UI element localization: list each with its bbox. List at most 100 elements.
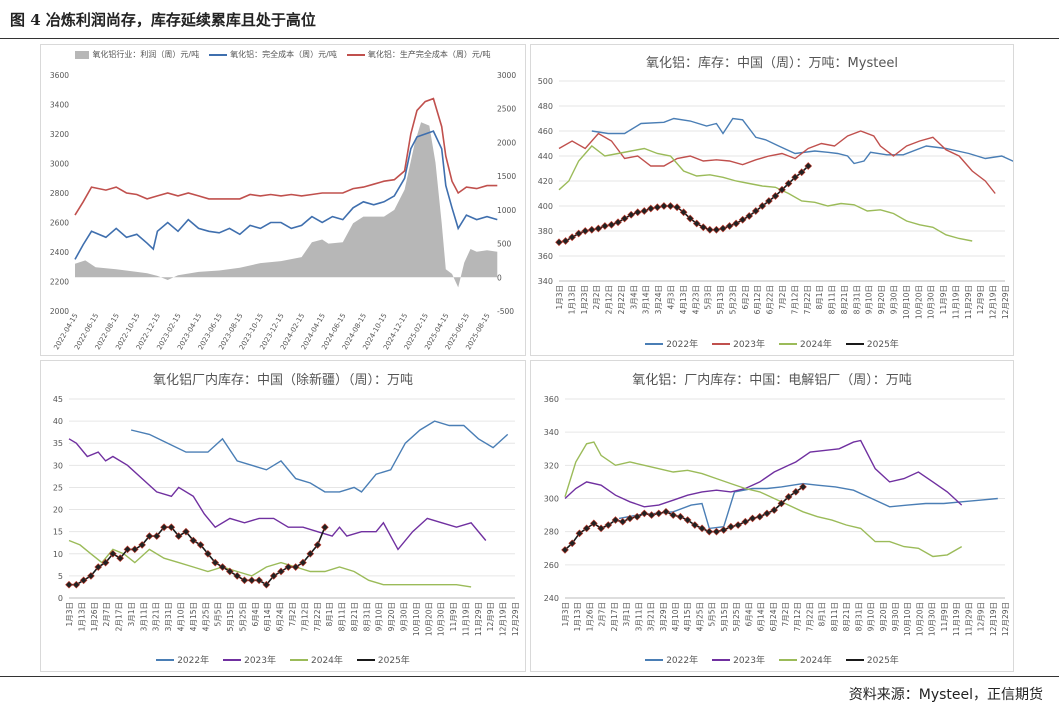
- x-tick-label: 11月9日: [449, 602, 458, 631]
- x-tick-label: 4月15日: [683, 602, 692, 631]
- x-tick-label: 1月26日: [90, 602, 99, 631]
- data-point: [691, 521, 699, 529]
- data-point: [653, 203, 662, 212]
- data-point: [123, 545, 132, 554]
- data-point: [748, 514, 757, 523]
- y-tick-label: 360: [538, 252, 553, 261]
- series-line: [564, 441, 963, 558]
- x-tick-label: 11月29日: [964, 285, 973, 319]
- y-tick-label: 500: [538, 77, 553, 86]
- legend-label: 2025年: [866, 340, 899, 350]
- x-tick-label: 9月10日: [375, 602, 384, 631]
- x-tick-label: 11月19日: [952, 602, 961, 636]
- legend-swatch: [779, 658, 797, 661]
- data-point: [784, 179, 793, 188]
- data-point: [189, 536, 198, 545]
- legend-label: 2022年: [177, 656, 210, 666]
- y-tick-label: 30: [53, 461, 63, 470]
- x-tick-label: 9月30日: [891, 602, 900, 631]
- x-tick-label: 6月22日: [766, 285, 775, 314]
- x-tick-label: 10月30日: [437, 602, 446, 636]
- legend-item-profit: 氧化铝行业：利润（周）元/吨: [75, 49, 199, 60]
- x-tick-label: 7月2日: [781, 602, 790, 627]
- x-tick-label: 7月2日: [778, 285, 787, 310]
- x-tick-label: 12月9日: [976, 285, 985, 314]
- source-note: 资料来源：Mysteel，正信期货: [848, 687, 1043, 703]
- x-tick-label: 6月12日: [753, 285, 762, 314]
- data-point: [574, 229, 583, 238]
- x-tick-label: 9月30日: [400, 602, 409, 631]
- legend-item-2025: 2025年: [845, 653, 899, 666]
- data-point: [291, 563, 300, 571]
- series-line: [564, 486, 804, 551]
- x-tick-label: 5月3日: [704, 285, 713, 310]
- x-tick-label: 8月1日: [325, 602, 334, 627]
- series-line: [74, 97, 498, 216]
- plant-inventory-ex-xinjiang-svg: 0 5 10 15 20 25 30 35 40 45 1月3日 1月13日 1月26日 2月7日 2月17…: [53, 395, 520, 636]
- data-point: [732, 219, 740, 228]
- data-point: [568, 233, 576, 242]
- plant1-legend: 2022年 2023年 2024年 2025年: [41, 653, 525, 666]
- legend-swatch: [356, 658, 375, 661]
- x-tick-label: 12月29日: [1001, 285, 1010, 319]
- data-point: [647, 204, 655, 213]
- x-tick-label: 10月20日: [914, 285, 923, 319]
- legend-swatch: [346, 53, 365, 56]
- data-point: [145, 532, 154, 540]
- y-left-tick-label: 2000: [50, 307, 69, 316]
- x-tick-label: 6月24日: [276, 602, 285, 631]
- x-tick-label: 11月19日: [951, 285, 960, 319]
- data-point: [299, 558, 307, 567]
- x-tick-label: 1月13日: [77, 602, 86, 631]
- data-point: [627, 210, 635, 219]
- x-tick-label: 5月15日: [226, 602, 235, 631]
- y-left-tick-label: 3000: [50, 160, 69, 169]
- data-point: [792, 488, 800, 496]
- y-tick-label: 340: [544, 428, 559, 437]
- x-tick-label: 8月21日: [842, 602, 851, 631]
- data-point: [758, 202, 767, 210]
- legend-label: 氧化铝：完全成本（周）元/吨: [230, 50, 337, 59]
- legend-swatch: [845, 342, 864, 345]
- data-point: [633, 512, 641, 521]
- y-tick-label: 0: [58, 594, 63, 603]
- x-tick-label: 11月19日: [461, 602, 470, 636]
- data-point: [804, 162, 813, 170]
- x-tick-label: 12月19日: [989, 285, 998, 319]
- x-tick-label: 9月10日: [865, 285, 874, 314]
- y-left-tick-label: 3200: [50, 130, 69, 139]
- data-point: [226, 567, 234, 576]
- data-point: [582, 524, 591, 533]
- data-point: [94, 563, 103, 571]
- x-tick-label: 7月22日: [313, 602, 322, 631]
- legend-item-2022: 2022年: [156, 653, 209, 666]
- data-point: [262, 580, 271, 589]
- data-point: [734, 521, 742, 529]
- x-tick-label: 3月11日: [634, 602, 643, 631]
- data-point: [130, 545, 139, 554]
- legend-item-2023: 2023年: [712, 653, 765, 666]
- data-point: [738, 215, 747, 224]
- data-point: [218, 563, 227, 571]
- figure-title: 图 4 冶炼利润尚存，库存延续累库且处于高位: [10, 11, 316, 29]
- y-left-tick-label: 3600: [50, 71, 69, 80]
- data-point: [174, 532, 183, 540]
- data-point: [763, 509, 771, 518]
- legend-label: 2023年: [733, 656, 765, 666]
- data-point: [233, 572, 241, 580]
- x-tick-label: 6月2日: [741, 285, 750, 310]
- legend-label: 2022年: [666, 656, 699, 666]
- x-tick-label: 10月20日: [424, 602, 433, 636]
- legend-item-2023: 2023年: [223, 653, 276, 666]
- x-tick-label: 1月3日: [555, 285, 564, 310]
- x-tick-label: 5月5日: [708, 602, 717, 627]
- series-line: [130, 420, 509, 493]
- y-tick-label: 260: [544, 561, 559, 570]
- x-tick-label: 2月17日: [610, 602, 619, 631]
- y-tick-label: 340: [538, 277, 553, 286]
- x-tick-label: 8月11日: [338, 602, 347, 631]
- legend-swatch: [156, 658, 175, 661]
- data-point: [673, 203, 681, 212]
- data-point: [698, 524, 706, 533]
- y-right-tick-label: -500: [497, 307, 514, 316]
